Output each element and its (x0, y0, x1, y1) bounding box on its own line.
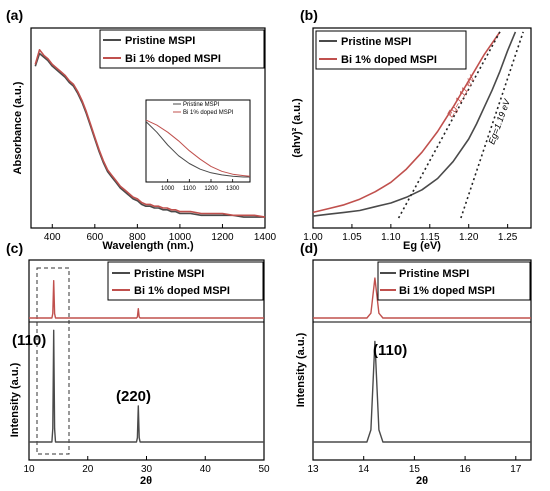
panel-c-xticks: 10 20 30 40 50 (23, 456, 270, 475)
panel-d-ylabel: Intensity (a.u.) (295, 332, 307, 407)
panel-b-legend: Pristine MSPI Bi 1% doped MSPI (315, 30, 467, 70)
inset-tick-label: 1100 (183, 186, 197, 192)
panel-b-tick-label: 1.05 (342, 232, 362, 243)
panel-d-tick-label: 16 (460, 464, 472, 475)
inset-line-bi-1-doped-mspi (145, 119, 251, 177)
panel-b-series (312, 31, 524, 219)
panel-c-tick-label: 50 (258, 464, 270, 475)
inset-tick-label: 1000 (161, 186, 175, 192)
panel-b-tick-label: 1.15 (420, 232, 440, 243)
panel-b-tick-label: 1.20 (459, 232, 479, 243)
panel-c-ylabel: Intensity (a.u.) (9, 362, 21, 437)
inset-xticks: 1000 1100 1200 1300 (161, 179, 240, 192)
panel-a-tick-label: 1000 (169, 232, 192, 243)
panel-a-tick-label: 800 (129, 232, 146, 243)
panel-c-xrd-wide: (c) Intensity (a.u.) 2θ 10 20 30 40 50 (110)… (6, 240, 270, 487)
panel-d-peak-label-110: (110) (373, 342, 407, 359)
legend-c-label-pristine: Pristine MSPI (134, 268, 204, 280)
panel-c-peak-label-220: (220) (116, 388, 151, 405)
panel-c-highlight-box (36, 267, 70, 455)
inset-tick-label: 1200 (204, 186, 218, 192)
panel-a-line-pristine-mspi (34, 52, 265, 218)
inset-tick-label: 1300 (226, 186, 240, 192)
panel-a-line-bi-1-doped-mspi (34, 48, 266, 218)
panel-b-xlabel: Eg (eV) (403, 240, 441, 252)
panel-d-xticks: 13 14 15 16 17 (307, 456, 522, 475)
legend-d-label-doped: Bi 1% doped MSPI (399, 285, 495, 297)
panel-b-tick-label: 1.25 (498, 232, 518, 243)
legend-b-label-doped: Bi 1% doped MSPI (341, 54, 437, 66)
panel-b-line-tangent-doped (397, 31, 501, 219)
panel-c-pattern-bi-1-doped-mspi (29, 280, 264, 319)
panel-d-pattern-bi-1-doped-mspi (313, 277, 531, 319)
panel-d-legend: Pristine MSPI Bi 1% doped MSPI (377, 261, 531, 301)
panel-d-xrd-zoom: (d) Intensity (a.u.) 2θ 13 14 15 16 17 (110)… (295, 240, 532, 487)
panel-a-letter: (a) (6, 7, 23, 23)
panel-c-peak-label-110: (110) (12, 332, 46, 349)
panel-b-tick-label: 1.00 (303, 232, 323, 243)
panel-a-absorbance: (a) Absorbance (a.u.) Wavelength (nm.) 4… (6, 7, 277, 252)
panel-a-series (34, 48, 266, 218)
panel-d-letter: (d) (300, 240, 318, 256)
inset-series (145, 119, 251, 178)
panel-b-plot-frame (312, 27, 532, 229)
panel-a-ylabel: Absorbance (a.u.) (12, 81, 24, 174)
panel-d-tick-label: 15 (409, 464, 421, 475)
legend-d-label-pristine: Pristine MSPI (399, 268, 469, 280)
panel-a-tick-label: 1400 (254, 232, 277, 243)
inset-legend: Pristine MSPI Bi 1% doped MSPI (173, 102, 234, 116)
panel-c-tick-label: 30 (141, 464, 153, 475)
panel-b-tick-label: 1.10 (381, 232, 401, 243)
panel-b-xticks: 1.00 1.05 1.10 1.15 1.20 1.25 (303, 224, 518, 243)
inset-legend-pristine: Pristine MSPI (183, 102, 220, 108)
panel-a-plot-frame (30, 27, 266, 229)
panel-b-line-pristine-mspi (312, 31, 517, 217)
panel-d-series (313, 277, 531, 443)
panel-d-tick-label: 14 (358, 464, 370, 475)
panel-b-line-bi-1-doped-mspi (312, 31, 501, 214)
panel-a-tick-label: 400 (44, 232, 61, 243)
panel-c-tick-label: 40 (200, 464, 212, 475)
panel-a-inset: Pristine MSPI Bi 1% doped MSPI 1000 1100 1… (145, 99, 251, 192)
legend-b-label-pristine: Pristine MSPI (341, 36, 411, 48)
panel-d-pattern-pristine-mspi (313, 340, 531, 443)
panel-c-pattern-pristine-mspi (29, 329, 264, 443)
panel-a-tick-label: 600 (86, 232, 103, 243)
panel-d-xlabel: 2θ (416, 475, 428, 487)
panel-c-series (29, 280, 264, 443)
panel-a-xlabel: Wavelength (nm.) (102, 240, 194, 252)
legend-a-label-pristine: Pristine MSPI (125, 35, 195, 47)
panel-d-tick-label: 13 (307, 464, 319, 475)
panel-c-xlabel: 2θ (140, 475, 152, 487)
panel-c-tick-label: 20 (82, 464, 94, 475)
legend-a-label-doped: Bi 1% doped MSPI (125, 53, 221, 65)
panel-c-tick-label: 10 (23, 464, 35, 475)
inset-legend-doped: Bi 1% doped MSPI (183, 110, 234, 116)
inset-line-pristine-mspi (145, 121, 250, 178)
panel-d-tick-label: 17 (510, 464, 522, 475)
panel-a-tick-label: 1200 (211, 232, 234, 243)
panel-b-letter: (b) (300, 7, 318, 23)
panel-b-ylabel: (ahv)² (a.u.) (291, 98, 303, 158)
panel-d-plot-frame (312, 259, 532, 461)
panel-a-legend: Pristine MSPI Bi 1% doped MSPI (99, 29, 265, 69)
panel-c-legend: Pristine MSPI Bi 1% doped MSPI (107, 261, 264, 301)
panel-c-letter: (c) (6, 240, 23, 256)
legend-c-label-doped: Bi 1% doped MSPI (134, 285, 230, 297)
panel-a-xticks: 400 600 800 1000 1200 1400 (44, 224, 277, 243)
